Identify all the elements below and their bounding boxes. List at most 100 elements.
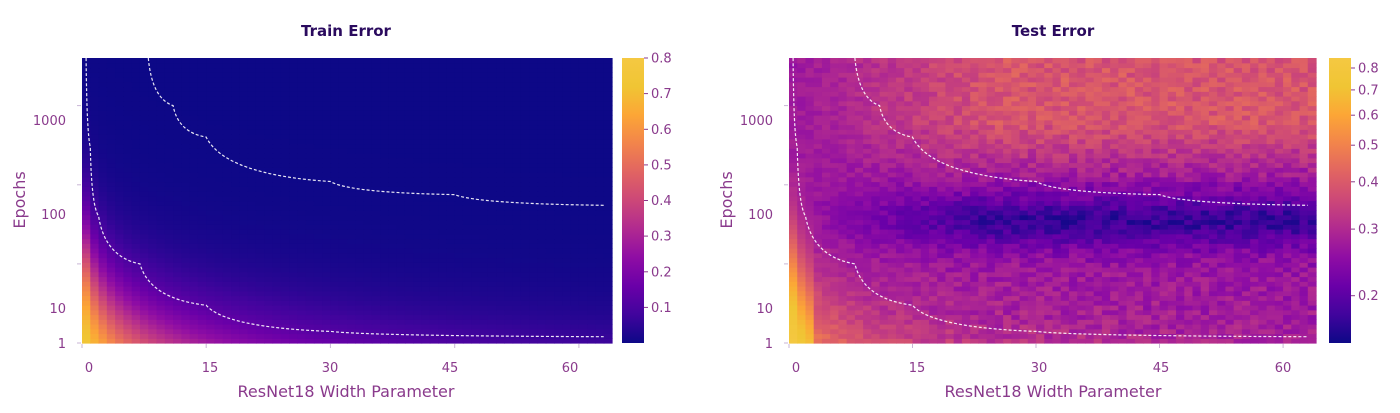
heatmap-cell — [181, 148, 191, 154]
heatmap-cell — [173, 205, 182, 211]
heatmap-cell — [1184, 305, 1194, 311]
heatmap-cell — [1068, 338, 1078, 344]
heatmap-cell — [148, 119, 158, 126]
heatmap-cell — [479, 314, 489, 320]
heatmap-cell — [115, 243, 125, 249]
heatmap-cell — [1184, 267, 1194, 273]
heatmap-cell — [247, 110, 257, 116]
heatmap-cell — [603, 148, 613, 154]
heatmap-cell — [413, 300, 423, 306]
heatmap-cell — [206, 214, 216, 221]
heatmap-cell — [115, 238, 125, 244]
heatmap-cell — [805, 328, 815, 335]
heatmap-cell — [438, 134, 447, 140]
heatmap-cell — [1052, 267, 1062, 273]
heatmap-cell — [272, 305, 282, 311]
heatmap-cell — [214, 77, 224, 83]
heatmap-cell — [181, 77, 191, 83]
heatmap-cell — [562, 191, 572, 197]
heatmap-cell — [355, 319, 365, 325]
heatmap-cell — [462, 210, 472, 216]
heatmap-cell — [438, 115, 447, 121]
heatmap-cell — [1044, 324, 1054, 330]
heatmap-cell — [272, 153, 282, 159]
heatmap-cell — [404, 72, 414, 78]
heatmap-cell — [239, 286, 249, 292]
heatmap-cell — [197, 214, 207, 221]
heatmap-cell — [206, 290, 216, 297]
heatmap-cell — [131, 77, 141, 83]
heatmap-cell — [595, 305, 605, 311]
heatmap-cell — [830, 319, 839, 325]
heatmap-cell — [206, 81, 216, 88]
heatmap-cell — [371, 96, 381, 102]
heatmap-cell — [330, 281, 340, 287]
heatmap-cell — [953, 262, 963, 268]
heatmap-cell — [1167, 314, 1177, 320]
heatmap-cell — [1233, 328, 1243, 335]
heatmap-cell — [247, 186, 257, 192]
heatmap-cell — [206, 86, 216, 92]
heatmap-cell — [305, 143, 315, 149]
heatmap-cell — [363, 271, 373, 278]
heatmap-cell — [173, 338, 182, 344]
heatmap-cell — [520, 191, 530, 197]
heatmap-cell — [454, 91, 464, 97]
heatmap-cell — [313, 271, 323, 278]
heatmap-cell — [404, 338, 414, 344]
heatmap-cell — [297, 210, 307, 216]
heatmap-cell — [904, 267, 914, 273]
heatmap-cell — [222, 148, 232, 154]
heatmap-cell — [247, 86, 257, 92]
heatmap-cell — [206, 72, 216, 78]
heatmap-cell — [264, 295, 274, 301]
heatmap-cell — [1258, 281, 1268, 287]
heatmap-cell — [512, 100, 522, 107]
heatmap-cell — [239, 290, 249, 297]
heatmap-cell — [189, 328, 199, 335]
heatmap-cell — [1044, 290, 1054, 297]
heatmap-cell — [90, 105, 100, 111]
heatmap-cell — [231, 176, 240, 183]
heatmap-cell — [454, 186, 464, 192]
heatmap-cell — [355, 186, 365, 192]
heatmap-cell — [289, 186, 298, 192]
heatmap-cell — [1258, 319, 1268, 325]
heatmap-cell — [255, 124, 265, 130]
heatmap-cell — [1299, 305, 1309, 311]
heatmap-cell — [520, 238, 530, 244]
heatmap-cell — [305, 77, 315, 83]
heatmap-cell — [471, 86, 481, 92]
heatmap-cell — [413, 172, 423, 178]
heatmap-cell — [98, 309, 108, 316]
heatmap-cell — [446, 238, 456, 244]
heatmap-cell — [115, 324, 125, 330]
heatmap-cell — [1077, 324, 1087, 330]
heatmap-cell — [1101, 309, 1111, 316]
heatmap-cell — [90, 138, 100, 145]
heatmap-cell — [156, 290, 166, 297]
heatmap-cell — [280, 81, 290, 88]
heatmap-cell — [462, 271, 472, 278]
heatmap-cell — [504, 295, 514, 301]
heatmap-cell — [1217, 281, 1227, 287]
heatmap-cell — [945, 333, 955, 339]
heatmap-cell — [106, 295, 116, 301]
heatmap-cell — [131, 295, 141, 301]
heatmap-cell — [413, 200, 423, 206]
heatmap-cell — [1085, 319, 1095, 325]
heatmap-cell — [578, 91, 588, 97]
heatmap-cell — [231, 205, 240, 211]
heatmap-cell — [305, 243, 315, 249]
heatmap-cell — [529, 119, 539, 126]
heatmap-cell — [197, 153, 207, 159]
heatmap-cell — [264, 143, 274, 149]
heatmap-cell — [305, 276, 315, 282]
heatmap-cell — [363, 91, 373, 97]
heatmap-cell — [504, 77, 514, 83]
heatmap-cell — [1077, 262, 1087, 268]
heatmap-cell — [380, 290, 390, 297]
heatmap-cell — [504, 300, 514, 306]
heatmap-cell — [297, 77, 307, 83]
heatmap-cell — [545, 77, 555, 83]
